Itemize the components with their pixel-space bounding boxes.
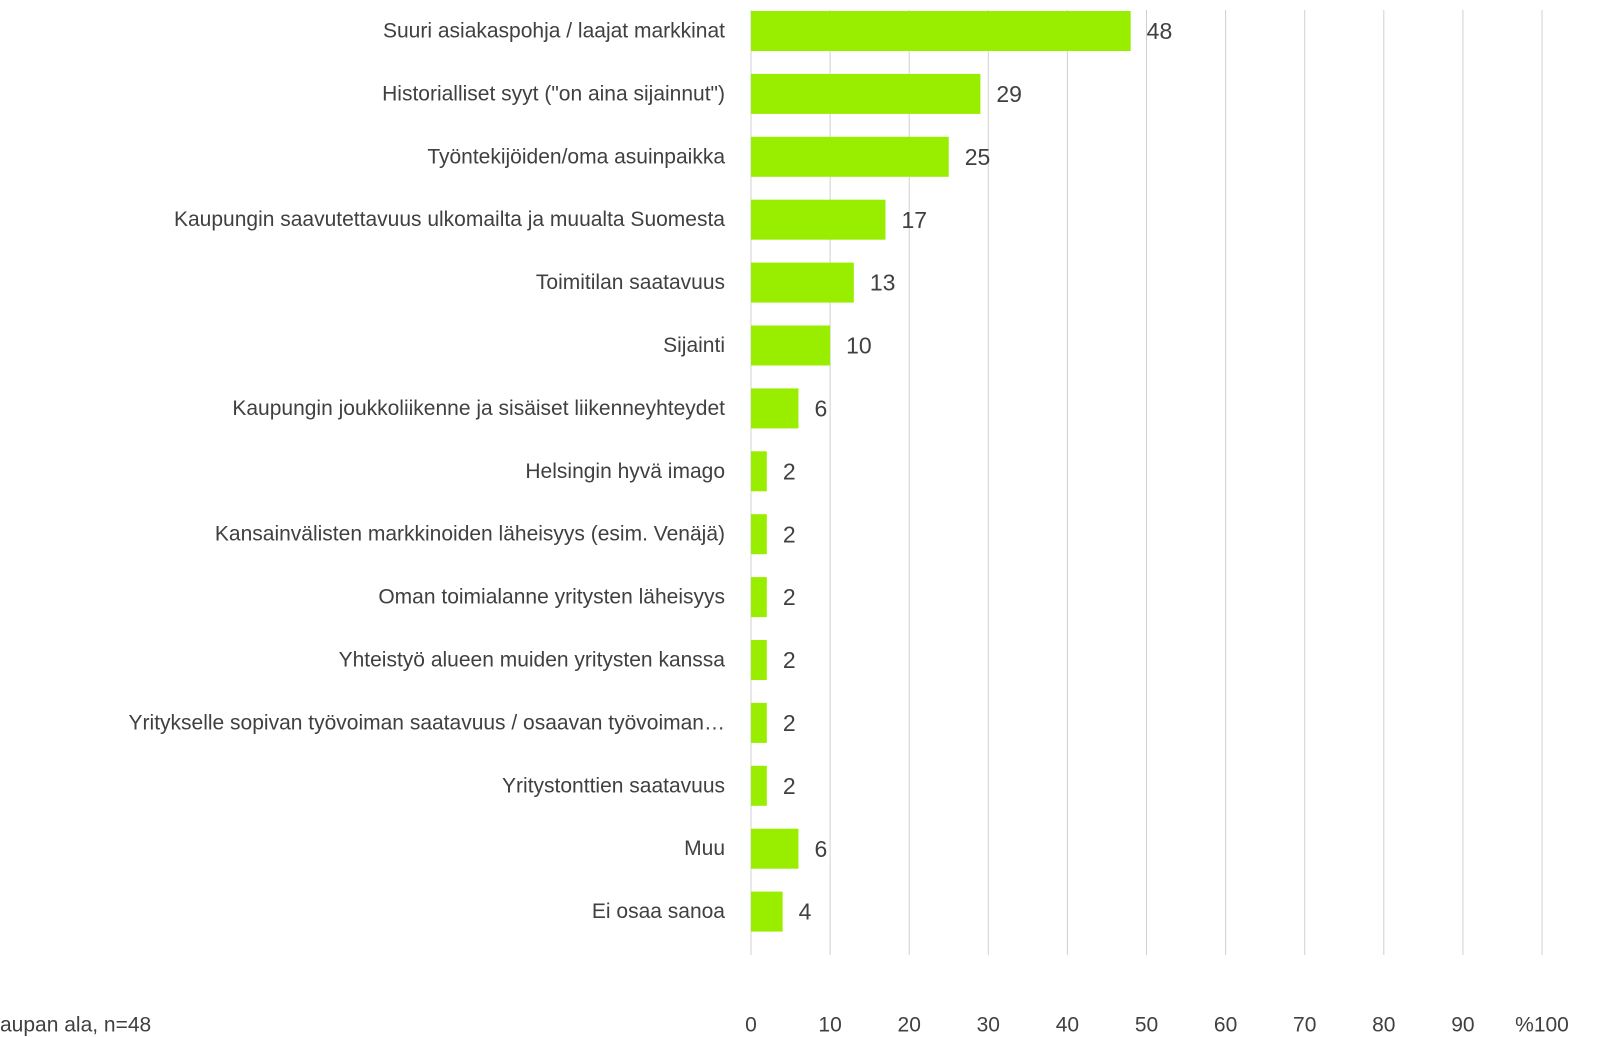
y-tick-label: Oman toimialanne yritysten läheisyys: [378, 586, 725, 609]
value-label: 2: [783, 710, 796, 736]
value-label: 2: [783, 773, 796, 799]
value-label: 2: [783, 584, 796, 610]
y-tick-label: Ei osaa sanoa: [592, 900, 725, 923]
bar: [751, 514, 767, 555]
note: aupan ala, n=48: [0, 1014, 151, 1037]
bar: [751, 262, 854, 303]
value-label: 17: [901, 207, 927, 233]
value-label: 2: [783, 458, 796, 484]
y-tick-label: Kansainvälisten markkinoiden läheisyys (…: [215, 523, 725, 546]
value-label: 10: [846, 333, 872, 359]
y-tick-label: Kaupungin joukkoliikenne ja sisäiset lii…: [232, 397, 725, 420]
value-label: 4: [799, 899, 812, 925]
bar: [751, 828, 799, 869]
y-tick-label: Muu: [684, 837, 725, 860]
value-label: 6: [814, 836, 827, 862]
x-tick-label: %100: [1515, 1014, 1569, 1037]
bar: [751, 73, 981, 114]
bar: [751, 451, 767, 492]
y-tick-label: Sijainti: [663, 334, 725, 357]
y-tick-label: Historialliset syyt ("on aina sijainnut"…: [382, 82, 725, 105]
y-tick-label: Yhteistyö alueen muiden yritysten kanssa: [339, 649, 726, 672]
x-tick-label: 20: [898, 1014, 921, 1037]
bar: [751, 640, 767, 680]
y-tick-label: Kaupungin saavutettavuus ulkomailta ja m…: [174, 208, 725, 231]
x-tick-label: 30: [977, 1014, 1000, 1037]
x-tick-label: 0: [745, 1014, 757, 1037]
x-tick-label: 90: [1451, 1014, 1474, 1037]
x-tick-label: 80: [1372, 1014, 1395, 1037]
value-label: 25: [965, 144, 991, 170]
x-tick-label: 40: [1056, 1014, 1079, 1037]
y-tick-label: Työntekijöiden/oma asuinpaikka: [427, 145, 725, 168]
value-label: 29: [996, 81, 1022, 107]
bar: [751, 388, 799, 429]
value-label: 2: [783, 521, 796, 547]
bar: [751, 891, 783, 932]
bar: [751, 577, 767, 618]
bar: [751, 325, 831, 366]
value-label: 13: [870, 270, 896, 296]
y-tick-label: Yritystonttien saatavuus: [502, 774, 725, 797]
y-tick-label: Yritykselle sopivan työvoiman saatavuus …: [129, 711, 725, 734]
bar: [751, 765, 767, 806]
value-label: 48: [1147, 18, 1173, 44]
value-label: 2: [783, 647, 796, 673]
y-tick-label: Suuri asiakaspohja / laajat markkinat: [383, 20, 725, 43]
bar: [751, 702, 767, 743]
x-tick-label: 70: [1293, 1014, 1316, 1037]
y-tick-label: Toimitilan saatavuus: [536, 271, 725, 294]
x-tick-label: 60: [1214, 1014, 1237, 1037]
bar: [751, 199, 886, 240]
value-label: 6: [814, 395, 827, 421]
bar: [751, 11, 1131, 51]
x-tick-label: 10: [818, 1014, 841, 1037]
y-tick-label: Helsingin hyvä imago: [525, 460, 725, 483]
bar: [751, 136, 949, 177]
x-tick-label: 50: [1135, 1014, 1158, 1037]
